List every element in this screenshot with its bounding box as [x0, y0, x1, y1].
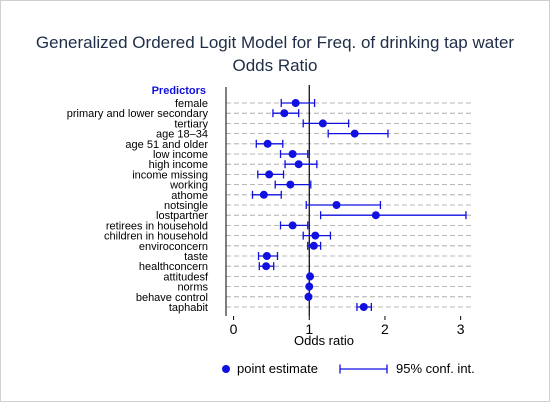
category-label: norms	[177, 282, 208, 294]
category-label: female	[175, 98, 208, 110]
category-label: taste	[184, 251, 208, 263]
category-label: high income	[149, 159, 208, 171]
x-tick-label: 3	[457, 321, 465, 337]
point-estimate	[305, 282, 314, 291]
category-label: lostpartner	[156, 210, 208, 222]
point-estimate	[332, 201, 341, 209]
category-label: athome	[171, 190, 208, 202]
x-tick-label: 2	[381, 321, 389, 337]
point-estimate	[288, 150, 297, 158]
category-label: age 51 and older	[125, 139, 208, 151]
category-label: children in household	[104, 231, 208, 243]
point-estimate	[306, 272, 315, 281]
point-estimate	[263, 139, 272, 148]
point-estimate	[350, 129, 359, 138]
x-tick-label: 1	[305, 321, 313, 337]
category-label: tertiary	[174, 118, 208, 130]
category-label: enviroconcern	[139, 241, 208, 253]
category-label: low income	[153, 149, 208, 161]
legend: point estimate 95% conf. int.	[222, 361, 475, 376]
point-estimate	[309, 241, 318, 250]
category-label: primary and lower secondary	[67, 108, 209, 120]
category-label: behave control	[136, 292, 208, 304]
point-estimate	[286, 180, 295, 189]
point-estimates	[259, 99, 380, 311]
category-label: attitudesf	[163, 271, 209, 283]
legend-ci-label: 95% conf. int.	[396, 361, 475, 376]
point-estimate	[280, 109, 289, 118]
category-label: healthconcern	[139, 261, 208, 273]
point-estimate	[359, 303, 368, 311]
x-tick-label: 0	[230, 321, 238, 337]
category-label: income missing	[132, 169, 208, 181]
point-estimate	[304, 292, 313, 301]
predictors-header: Predictors	[152, 85, 206, 97]
x-axis-label: Odds ratio	[294, 333, 354, 348]
category-label: taphabit	[169, 302, 208, 314]
point-estimate	[262, 252, 271, 260]
chart-title: Generalized Ordered Logit Model for Freq…	[36, 33, 514, 52]
point-estimate	[265, 170, 274, 179]
category-label: working	[169, 180, 208, 192]
point-estimate	[259, 190, 268, 199]
point-estimate	[288, 221, 297, 230]
category-label: retirees in household	[106, 220, 208, 232]
point-estimate	[371, 211, 380, 220]
point-estimate	[294, 160, 303, 169]
category-label: age 18–34	[156, 129, 208, 141]
point-estimate	[262, 262, 271, 271]
category-label: notsingle	[164, 200, 208, 212]
point-estimate	[318, 119, 327, 128]
point-estimate	[311, 231, 320, 240]
point-estimate	[291, 99, 300, 107]
chart-subtitle: Odds Ratio	[232, 56, 317, 75]
grid-lines	[226, 102, 472, 308]
legend-point-label: point estimate	[237, 361, 318, 376]
legend-point-marker	[222, 365, 230, 373]
